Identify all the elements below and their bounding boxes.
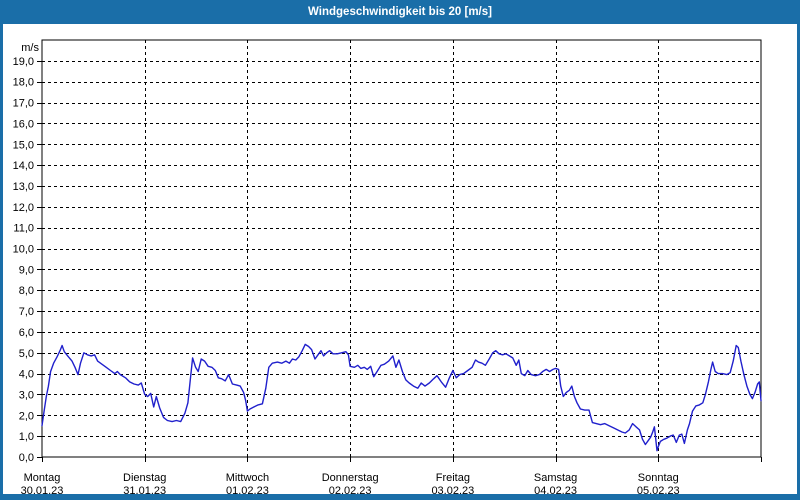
x-day-label: Mittwoch (226, 472, 269, 484)
window-border-right (797, 0, 800, 500)
y-tick-label: 12,0 (13, 202, 34, 214)
plot-border (41, 39, 762, 458)
y-tick-label: 15,0 (13, 139, 34, 151)
y-tick-label: 0,0 (19, 452, 34, 464)
y-tick-label: 13,0 (13, 181, 34, 193)
y-tick-label: 19,0 (13, 56, 34, 68)
y-tick-label: 16,0 (13, 118, 34, 130)
y-tick-label: 10,0 (13, 244, 34, 256)
title-bar[interactable]: Windgeschwindigkeit bis 20 [m/s] (0, 0, 800, 24)
y-tick-label: 14,0 (13, 160, 34, 172)
window-title: Windgeschwindigkeit bis 20 [m/s] (308, 6, 492, 18)
y-tick-label: 9,0 (19, 264, 34, 276)
y-tick-label: 5,0 (19, 348, 34, 360)
y-tick-label: 8,0 (19, 285, 34, 297)
y-tick-label: 6,0 (19, 327, 34, 339)
window-border-bottom (0, 494, 800, 500)
x-day-label: Samstag (534, 472, 577, 484)
x-day-label: Dienstag (123, 472, 166, 484)
y-axis-unit-label: m/s (21, 42, 39, 54)
x-day-label: Montag (24, 472, 61, 484)
y-tick-label: 11,0 (13, 223, 34, 235)
x-day-label: Sonntag (638, 472, 679, 484)
x-day-label: Donnerstag (322, 472, 379, 484)
y-tick-label: 17,0 (13, 98, 34, 110)
y-tick-label: 18,0 (13, 77, 34, 89)
y-tick-label: 2,0 (19, 410, 34, 422)
window-border-left (0, 0, 3, 500)
y-tick-label: 3,0 (19, 389, 34, 401)
x-day-label: Freitag (436, 472, 470, 484)
y-tick-label: 7,0 (19, 306, 34, 318)
y-tick-label: 1,0 (19, 431, 34, 443)
y-tick-label: 4,0 (19, 369, 34, 381)
wind-speed-series (41, 343, 762, 452)
